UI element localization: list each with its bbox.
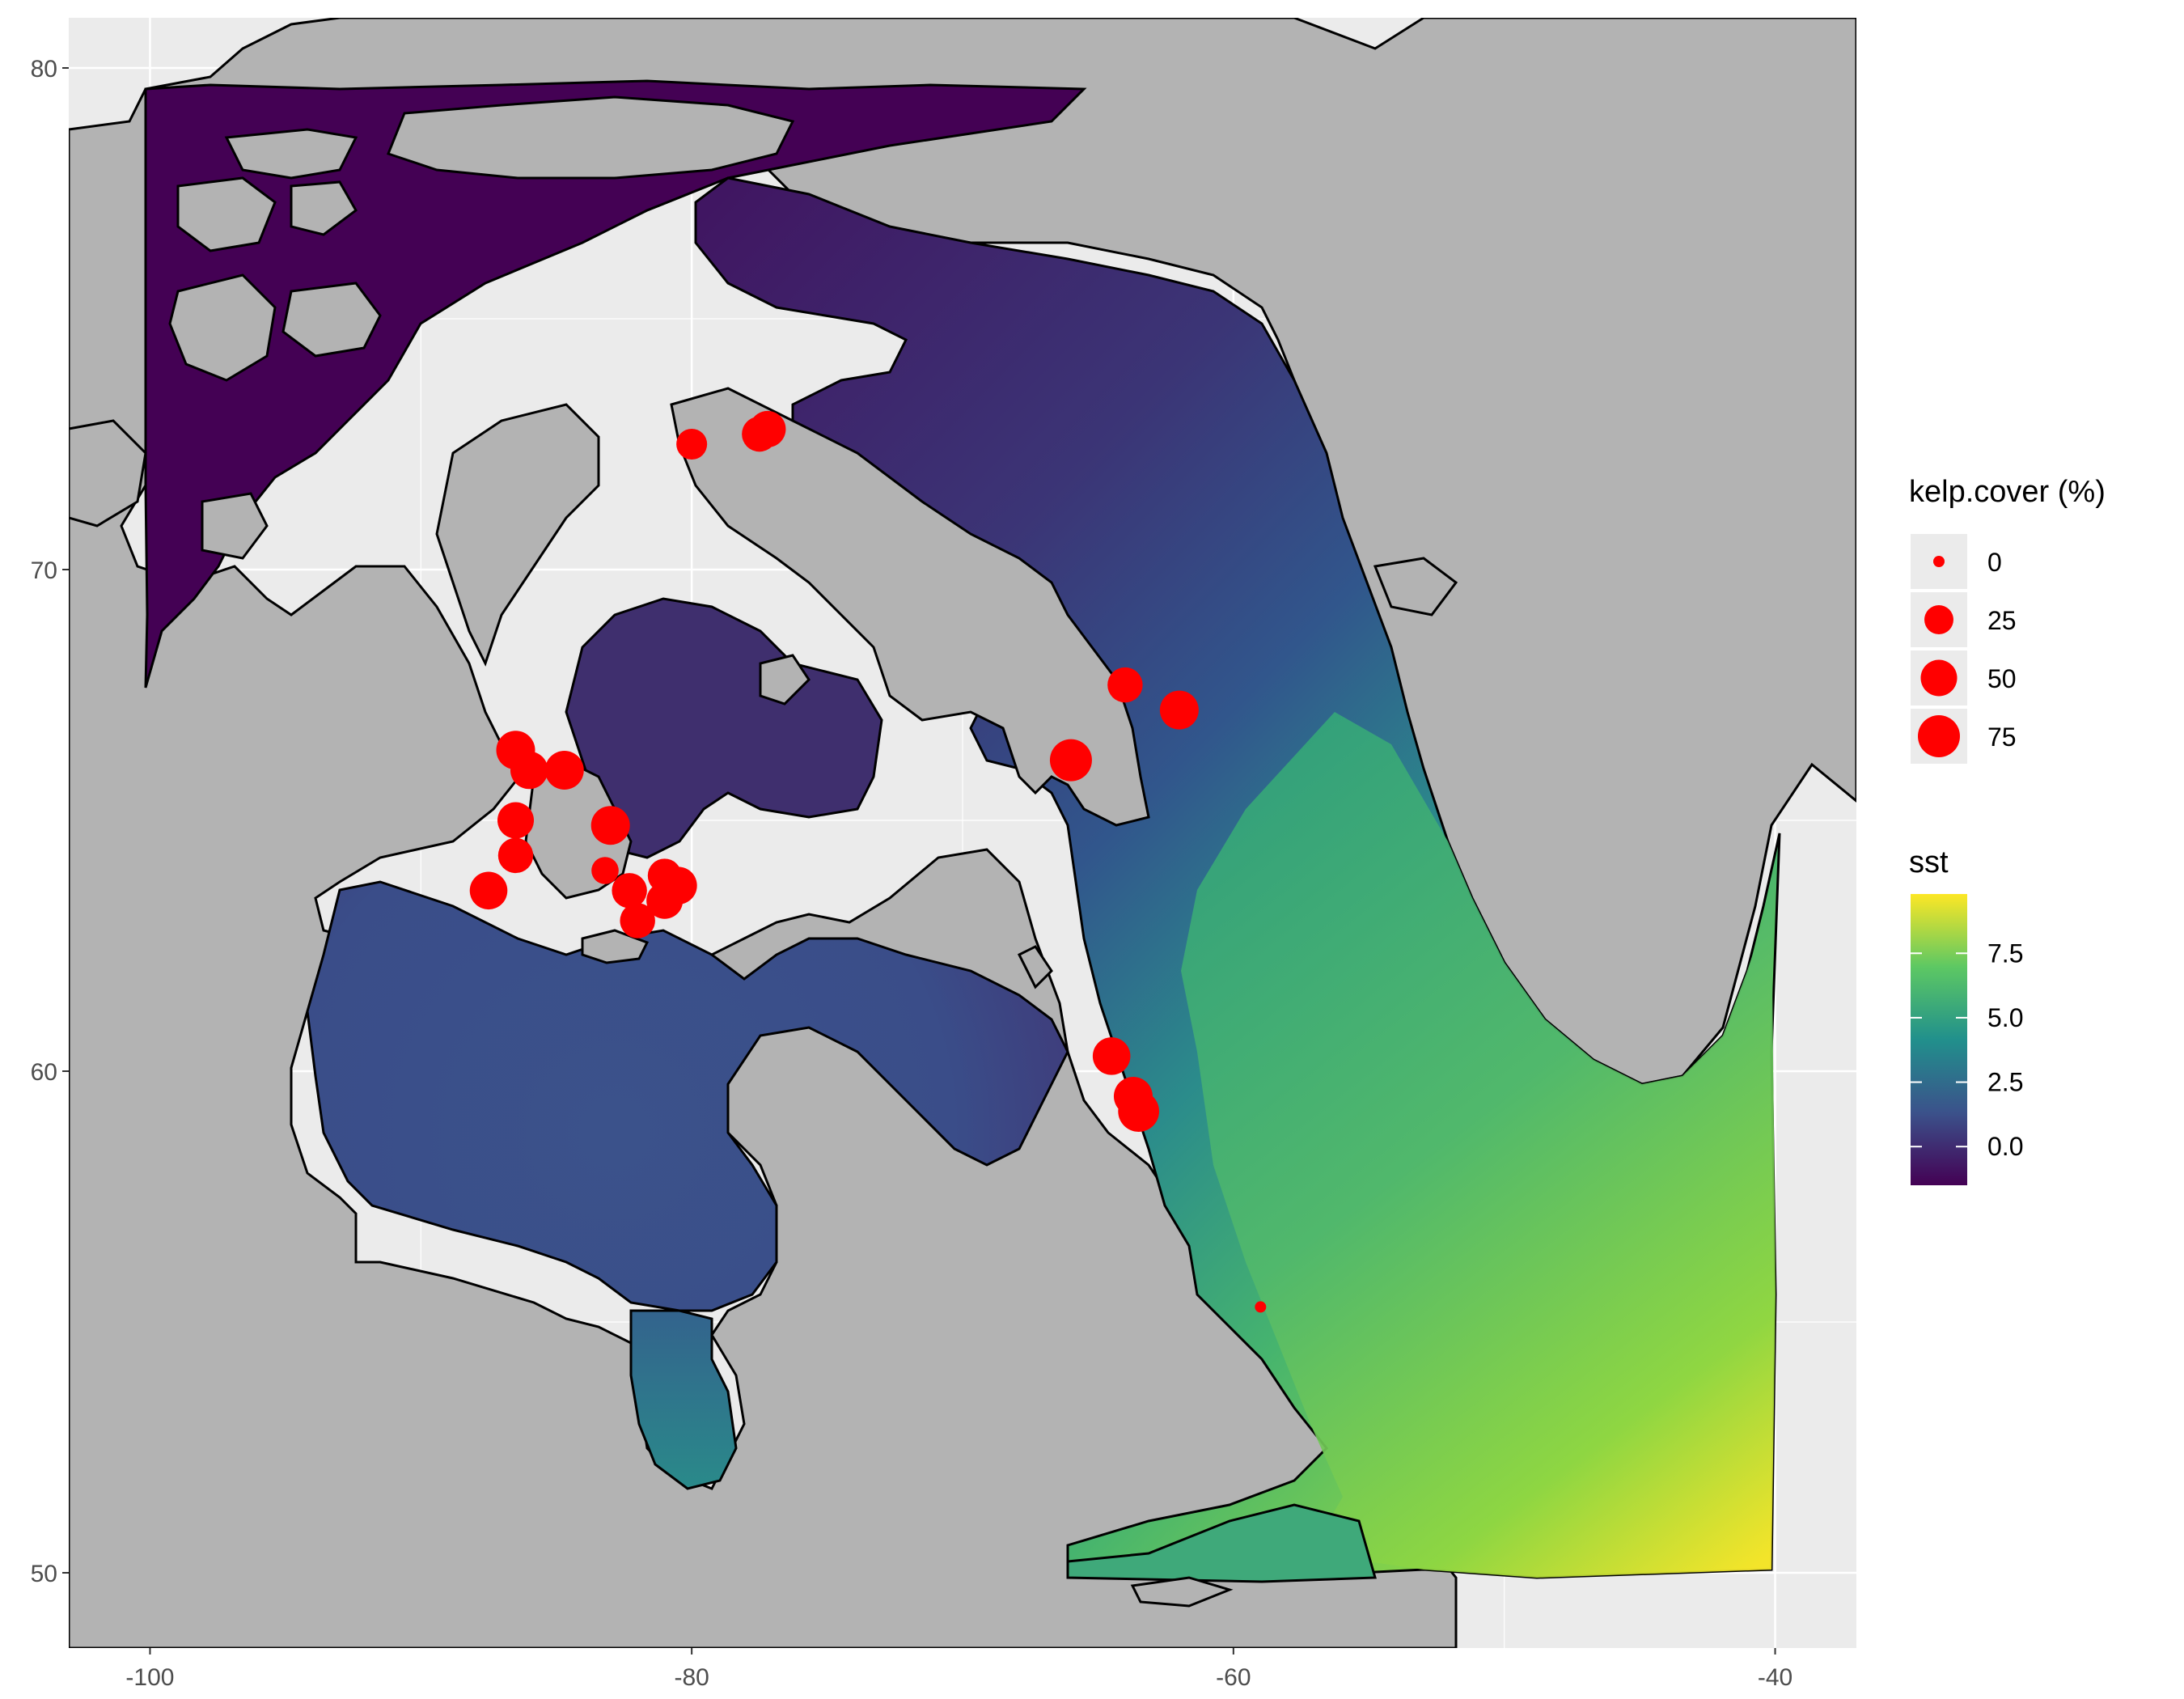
y-tick-label: 70 [31,557,57,584]
somerset-island [281,282,382,358]
kelp-site-point [510,751,548,790]
x-tick-label: -80 [674,1664,709,1691]
kelp-site-point [676,428,708,460]
kelp-site-point [1159,690,1199,730]
kelp-site-point [591,857,619,884]
kelp-site-point [620,903,655,938]
kelp-sites [469,410,1267,1313]
prince-of-wales-island [168,273,277,382]
islands [69,95,1458,1608]
color-legend-label: 5.0 [1987,1003,2023,1032]
coats-island [581,929,650,964]
kelp-site-point [1255,1301,1267,1313]
x-tick-label: -60 [1216,1664,1251,1691]
color-legend-label: 7.5 [1987,938,2023,968]
size-legend-label: 50 [1987,664,2017,693]
kelp-site-point [1118,1091,1160,1132]
color-legend-label: 2.5 [1987,1068,2023,1097]
victoria-island [69,419,147,527]
size-legend-symbol [1918,715,1960,757]
kelp-site-point [1049,739,1092,782]
color-legend-title: sst [1909,845,1949,879]
kelp-site-point [497,802,535,839]
size-legend-symbol [1920,659,1958,697]
x-axis: -100 -80 -60 -40 [125,1648,1792,1691]
size-legend-symbol [1933,556,1945,567]
ellesmere-sub-island [224,128,358,180]
kelp-site-point [590,806,630,845]
resolution-island [1017,945,1053,989]
size-legend-title: kelp.cover (%) [1909,475,2106,509]
hudson-bay-water [306,880,1069,1312]
kelp-site-point [612,873,647,909]
x-tick-label: -100 [125,1664,174,1691]
kelp-site-point [1107,667,1143,703]
sst-ocean-field [144,79,1781,1583]
kelp-site-point [544,751,584,790]
y-tick-label: 80 [31,56,57,83]
kelp-site-point [646,882,684,919]
kelp-site-point [497,837,534,874]
kelp-site-point [1092,1037,1131,1075]
size-legend-label: 75 [1987,722,2017,752]
size-legend-label: 0 [1987,548,2002,577]
color-legend: sst 7.5 5.0 2.5 0.0 [1909,845,2023,1185]
devon-island [387,95,795,180]
size-legend: kelp.cover (%) 0 25 50 75 [1909,475,2106,764]
greenland-fjord-island [1373,557,1458,616]
anticosti-island [1130,1576,1234,1608]
size-legend-symbol [1924,605,1953,634]
color-legend-ticks: 7.5 5.0 2.5 0.0 [1911,938,2023,1161]
baffin-island [670,387,1150,827]
y-axis: 50 60 70 80 [31,56,69,1587]
king-william-island [201,492,269,560]
melville-peninsula [435,403,600,667]
size-legend-keys: 0 25 50 75 [1911,534,2017,764]
atlantic-warm-water [1181,712,1776,1578]
y-tick-label: 60 [31,1059,57,1086]
size-legend-label: 25 [1987,606,2017,635]
james-bay-water [629,1309,738,1490]
cornwallis-island [290,180,358,236]
color-legend-label: 0.0 [1987,1132,2023,1161]
x-tick-label: -40 [1758,1664,1792,1691]
kelp-site-point [749,410,786,447]
kelp-site-point [469,871,508,910]
gulf-st-lawrence-water [1066,1503,1377,1583]
arctic-channels-water [144,79,1087,688]
bathurst-island [176,176,277,252]
y-tick-label: 50 [31,1561,57,1587]
cumberland-island-a [759,654,811,705]
color-legend-bar [1911,894,1967,1185]
